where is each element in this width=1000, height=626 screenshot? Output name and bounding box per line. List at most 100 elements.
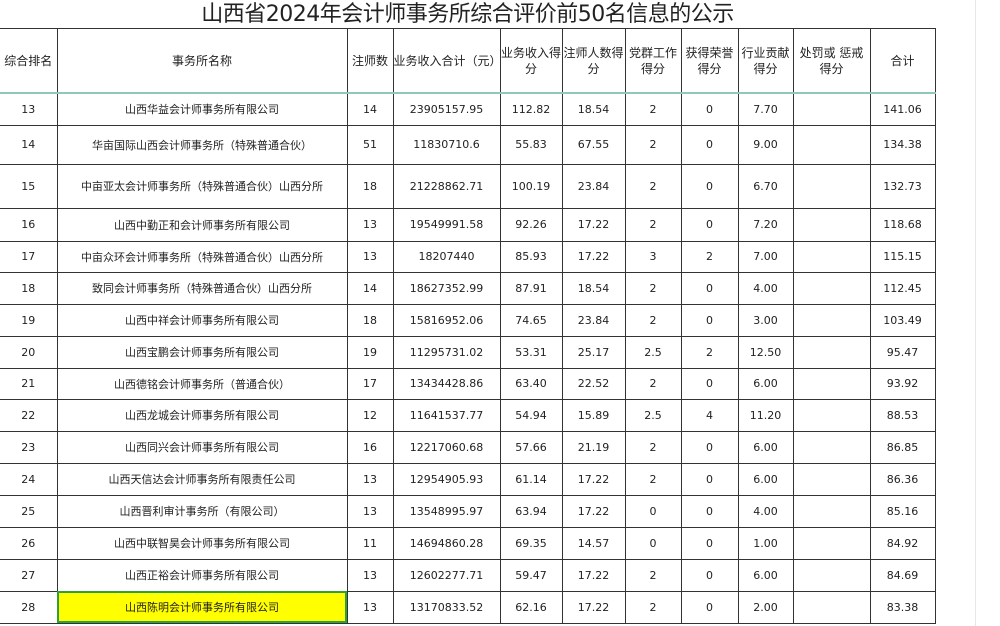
cell-party-score[interactable]: 2 <box>624 558 682 592</box>
cell-rank[interactable]: 14 <box>0 124 58 165</box>
cell-cpa-score[interactable]: 22.52 <box>561 367 626 400</box>
cell-rank[interactable]: 17 <box>0 240 58 273</box>
cell-honor-score[interactable]: 2 <box>680 240 739 273</box>
cell-cpas[interactable]: 11 <box>346 526 394 560</box>
header-honor-score[interactable]: 获得荣誉得分 <box>680 28 739 94</box>
cell-penalty-score[interactable] <box>792 462 871 496</box>
cell-revenue[interactable]: 23905157.95 <box>392 92 501 126</box>
cell-party-score[interactable]: 3 <box>624 240 682 273</box>
cell-honor-score[interactable]: 0 <box>680 367 739 400</box>
cell-party-score[interactable]: 2 <box>624 124 682 165</box>
cell-firm-name[interactable]: 山西中联智昊会计师事务所有限公司 <box>56 526 348 560</box>
cell-cpa-score[interactable]: 17.22 <box>561 240 626 273</box>
cell-honor-score[interactable]: 0 <box>680 303 739 337</box>
cell-total[interactable]: 95.47 <box>869 335 936 369</box>
cell-revenue[interactable]: 13434428.86 <box>392 367 501 400</box>
cell-revenue-score[interactable]: 61.14 <box>499 462 563 496</box>
cell-rank[interactable]: 25 <box>0 494 58 528</box>
cell-party-score[interactable]: 2 <box>624 92 682 126</box>
header-rank[interactable]: 综合排名 <box>0 28 58 94</box>
cell-rank[interactable]: 21 <box>0 367 58 400</box>
cell-cpa-score[interactable]: 17.22 <box>561 558 626 592</box>
cell-rank[interactable]: 19 <box>0 303 58 337</box>
cell-cpa-score[interactable]: 17.22 <box>561 590 626 624</box>
cell-party-score[interactable]: 2.5 <box>624 335 682 369</box>
cell-firm-name[interactable]: 山西龙城会计师事务所有限公司 <box>56 398 348 432</box>
cell-contribution-score[interactable]: 6.70 <box>737 163 794 209</box>
cell-revenue-score[interactable]: 74.65 <box>499 303 563 337</box>
cell-cpa-score[interactable]: 15.89 <box>561 398 626 432</box>
cell-revenue-score[interactable]: 63.94 <box>499 494 563 528</box>
cell-rank[interactable]: 20 <box>0 335 58 369</box>
cell-penalty-score[interactable] <box>792 526 871 560</box>
cell-cpa-score[interactable]: 21.19 <box>561 430 626 464</box>
cell-total[interactable]: 86.36 <box>869 462 936 496</box>
cell-penalty-score[interactable] <box>792 494 871 528</box>
cell-honor-score[interactable]: 0 <box>680 526 739 560</box>
cell-honor-score[interactable]: 0 <box>680 163 739 209</box>
cell-cpas[interactable]: 18 <box>346 163 394 209</box>
cell-contribution-score[interactable]: 2.00 <box>737 590 794 624</box>
cell-cpas[interactable]: 51 <box>346 124 394 165</box>
cell-firm-name[interactable]: 山西同兴会计师事务所有限公司 <box>56 430 348 464</box>
cell-firm-name[interactable]: 山西天信达会计师事务所有限责任公司 <box>56 462 348 496</box>
header-cpas[interactable]: 注师数 <box>346 28 394 94</box>
cell-honor-score[interactable]: 4 <box>680 398 739 432</box>
cell-total[interactable]: 112.45 <box>869 271 936 305</box>
cell-revenue-score[interactable]: 87.91 <box>499 271 563 305</box>
cell-rank[interactable]: 23 <box>0 430 58 464</box>
cell-party-score[interactable]: 2 <box>624 271 682 305</box>
cell-contribution-score[interactable]: 7.70 <box>737 92 794 126</box>
cell-rank[interactable]: 15 <box>0 163 58 209</box>
cell-revenue-score[interactable]: 100.19 <box>499 163 563 209</box>
cell-firm-name[interactable]: 山西陈明会计师事务所有限公司 <box>56 590 348 624</box>
cell-rank[interactable]: 18 <box>0 271 58 305</box>
cell-contribution-score[interactable]: 11.20 <box>737 398 794 432</box>
cell-honor-score[interactable]: 0 <box>680 207 739 242</box>
header-cpa-score[interactable]: 注师人数得分 <box>561 28 626 94</box>
cell-honor-score[interactable]: 2 <box>680 335 739 369</box>
cell-contribution-score[interactable]: 4.00 <box>737 271 794 305</box>
cell-honor-score[interactable]: 0 <box>680 494 739 528</box>
cell-revenue[interactable]: 18627352.99 <box>392 271 501 305</box>
cell-contribution-score[interactable]: 6.00 <box>737 462 794 496</box>
cell-revenue-score[interactable]: 53.31 <box>499 335 563 369</box>
cell-party-score[interactable]: 2 <box>624 367 682 400</box>
cell-cpa-score[interactable]: 17.22 <box>561 494 626 528</box>
cell-cpa-score[interactable]: 67.55 <box>561 124 626 165</box>
cell-contribution-score[interactable]: 4.00 <box>737 494 794 528</box>
cell-firm-name[interactable]: 华亩国际山西会计师事务所（特殊普通合伙） <box>56 124 348 165</box>
cell-cpas[interactable]: 13 <box>346 462 394 496</box>
cell-revenue[interactable]: 12217060.68 <box>392 430 501 464</box>
cell-revenue[interactable]: 11641537.77 <box>392 398 501 432</box>
cell-revenue-score[interactable]: 59.47 <box>499 558 563 592</box>
cell-revenue[interactable]: 21228862.71 <box>392 163 501 209</box>
cell-cpas[interactable]: 19 <box>346 335 394 369</box>
header-total[interactable]: 合计 <box>869 28 936 94</box>
header-contribution-score[interactable]: 行业贡献得分 <box>737 28 794 94</box>
cell-contribution-score[interactable]: 3.00 <box>737 303 794 337</box>
cell-rank[interactable]: 13 <box>0 92 58 126</box>
cell-revenue[interactable]: 12954905.93 <box>392 462 501 496</box>
cell-total[interactable]: 84.92 <box>869 526 936 560</box>
cell-total[interactable]: 118.68 <box>869 207 936 242</box>
cell-revenue[interactable]: 13548995.97 <box>392 494 501 528</box>
cell-cpas[interactable]: 14 <box>346 271 394 305</box>
cell-penalty-score[interactable] <box>792 558 871 592</box>
cell-cpas[interactable]: 17 <box>346 367 394 400</box>
cell-penalty-score[interactable] <box>792 163 871 209</box>
cell-revenue-score[interactable]: 92.26 <box>499 207 563 242</box>
cell-revenue-score[interactable]: 62.16 <box>499 590 563 624</box>
cell-total[interactable]: 86.85 <box>869 430 936 464</box>
cell-revenue-score[interactable]: 69.35 <box>499 526 563 560</box>
cell-cpa-score[interactable]: 17.22 <box>561 207 626 242</box>
cell-cpas[interactable]: 13 <box>346 207 394 242</box>
cell-firm-name[interactable]: 山西正裕会计师事务所有限公司 <box>56 558 348 592</box>
cell-honor-score[interactable]: 0 <box>680 558 739 592</box>
cell-penalty-score[interactable] <box>792 207 871 242</box>
cell-penalty-score[interactable] <box>792 124 871 165</box>
cell-honor-score[interactable]: 0 <box>680 590 739 624</box>
cell-revenue[interactable]: 13170833.52 <box>392 590 501 624</box>
cell-rank[interactable]: 27 <box>0 558 58 592</box>
cell-penalty-score[interactable] <box>792 398 871 432</box>
